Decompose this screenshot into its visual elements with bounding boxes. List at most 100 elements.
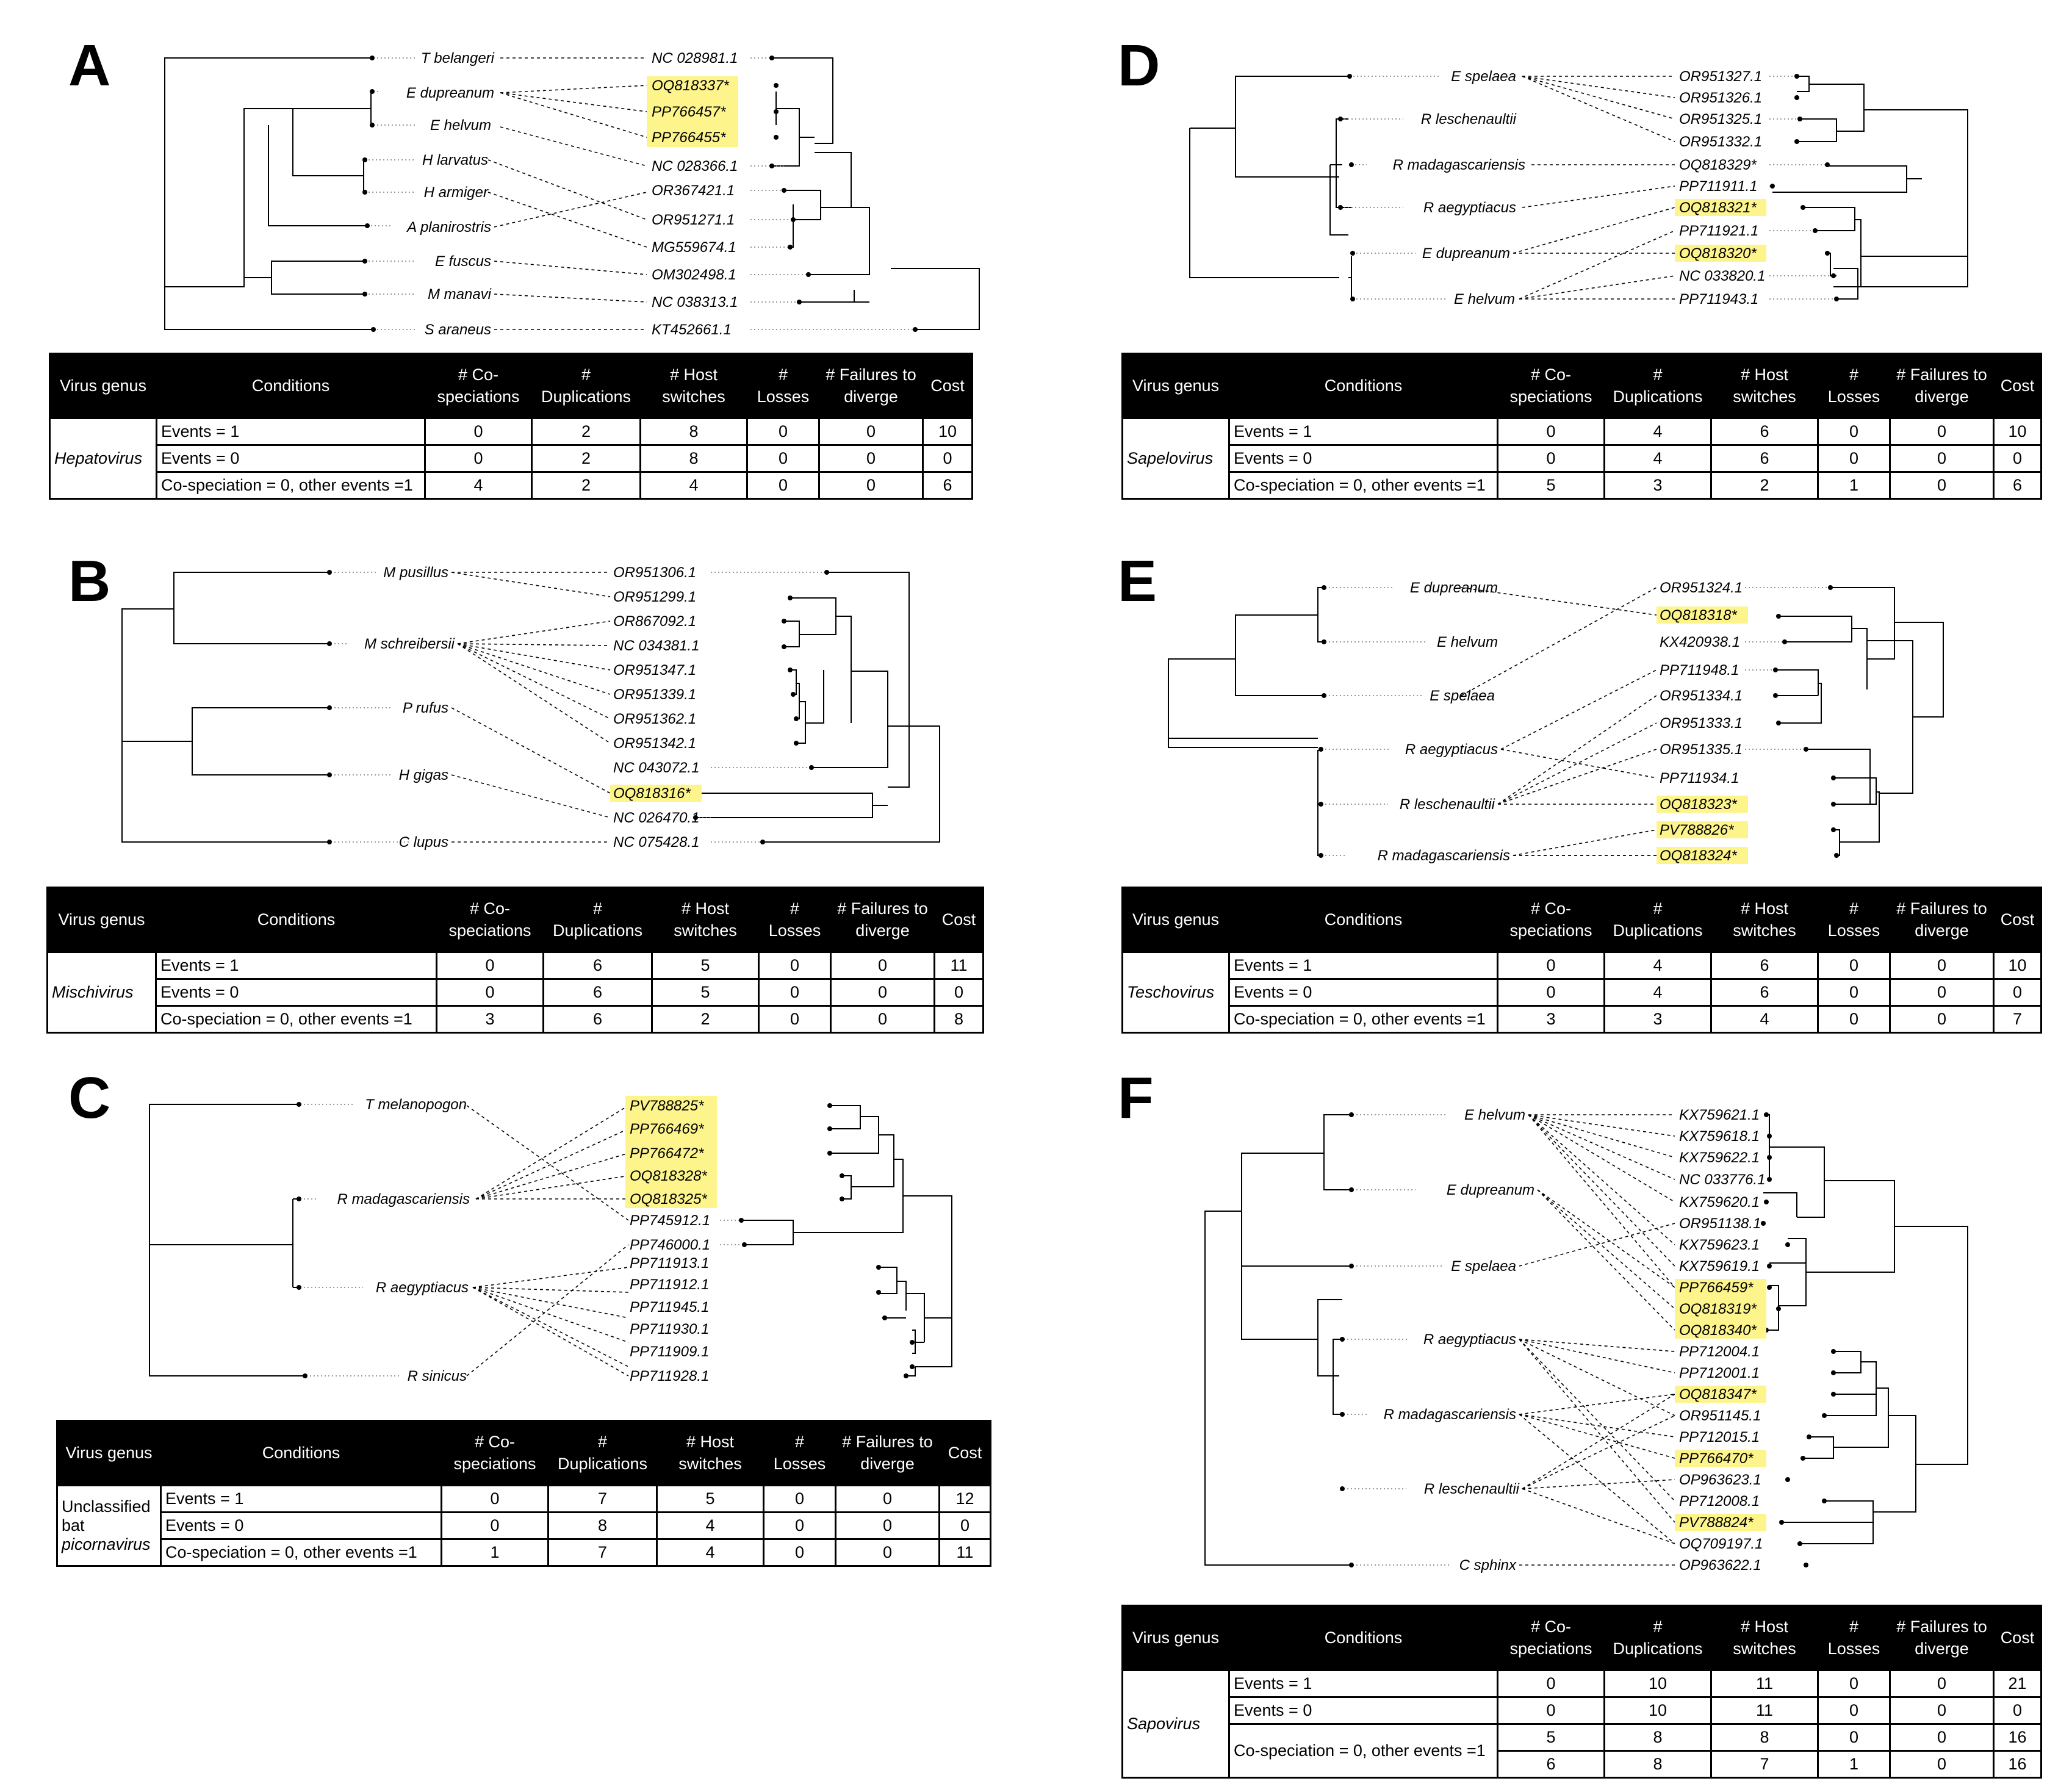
col-header: # Host switches — [651, 887, 760, 953]
virus-label: PP712008.1 — [1679, 1493, 1760, 1510]
host-label: E dupreanum — [1422, 245, 1510, 262]
cell: 3 — [1497, 1005, 1605, 1034]
virus-label: KX759620.1 — [1679, 1194, 1760, 1211]
cell: 0 — [1817, 978, 1891, 1007]
cell: 4 — [656, 1511, 764, 1540]
virus-genus: Sapelovirus — [1121, 417, 1230, 500]
col-header: # Failures to diverge — [818, 353, 924, 419]
cell: 11 — [1710, 1696, 1819, 1725]
col-header: Conditions — [1228, 887, 1498, 953]
reconciliation-table-a: Virus genus Conditions # Co-speciations … — [49, 353, 973, 500]
col-header: # Co-speciations — [1497, 1605, 1605, 1671]
cell: 0 — [835, 1538, 940, 1567]
cell: 2 — [531, 417, 641, 446]
host-label: E spelaea — [1451, 1258, 1516, 1275]
virus-genus: Hepatovirus — [49, 417, 157, 500]
col-header: # Host switches — [656, 1420, 764, 1486]
cell: 0 — [938, 1511, 991, 1540]
host-label: E spelaea — [1430, 688, 1495, 704]
host-label: C lupus — [399, 834, 448, 851]
cell: 2 — [531, 444, 641, 473]
virus-label: OR951306.1 — [613, 564, 696, 581]
reconciliation-table-d: Virus genus Conditions # Co-speciations … — [1121, 353, 2042, 500]
cell: 0 — [1497, 1696, 1605, 1725]
table-header-row: Virus genus Conditions # Co-speciations … — [1121, 887, 2042, 953]
condition: Co-speciation = 0, other events =1 — [156, 471, 426, 500]
cell: 7 — [1993, 1005, 2042, 1034]
virus-label: PP745912.1 — [630, 1212, 710, 1229]
col-header: # Host switches — [1710, 353, 1819, 419]
table-row: Sapovirus Events = 1 0 10 11 0 0 21 — [1121, 1669, 2042, 1779]
cell: 0 — [758, 1005, 832, 1034]
condition: Events = 0 — [1228, 1696, 1498, 1725]
host-label: E dupreanum — [406, 85, 494, 101]
cell: 10 — [1993, 417, 2042, 446]
cell: 1 — [441, 1538, 549, 1567]
table-header-row: Virus genus Conditions # Co-speciations … — [1121, 1605, 2042, 1671]
host-label: M schreibersii — [364, 636, 455, 652]
panel-letter-e: E — [1118, 549, 1157, 614]
reconciliation-table-b: Virus genus Conditions # Co-speciations … — [46, 887, 984, 1034]
table-row: 6 8 7 1 0 16 — [1123, 1750, 2042, 1779]
col-header: # Host switches — [1710, 1605, 1819, 1671]
condition: Events = 0 — [160, 1511, 442, 1540]
col-header: # Duplications — [542, 887, 653, 953]
cell: 0 — [1993, 444, 2042, 473]
cell: 5 — [1497, 1723, 1605, 1752]
host-label: E dupreanum — [1410, 580, 1498, 596]
cell: 8 — [1603, 1750, 1712, 1779]
cell: 8 — [1603, 1723, 1712, 1752]
cell: 0 — [818, 444, 924, 473]
virus-label: NC 026470.1 — [613, 810, 699, 826]
virus-label: OR951138.1 — [1679, 1215, 1761, 1232]
cell: 0 — [835, 1484, 940, 1513]
virus-label: OQ818320* — [1679, 245, 1757, 262]
col-header: Cost — [1993, 1605, 2042, 1671]
cell: 6 — [1710, 417, 1819, 446]
virus-label: PP712015.1 — [1679, 1429, 1760, 1445]
cell: 4 — [656, 1538, 764, 1567]
col-header: # Co-speciations — [1497, 887, 1605, 953]
cell: 7 — [1710, 1750, 1819, 1779]
cell: 2 — [1710, 471, 1819, 500]
host-label: R madagascariensis — [1393, 157, 1525, 173]
cell: 6 — [1497, 1750, 1605, 1779]
col-header: Virus genus — [49, 353, 157, 419]
virus-label: OR951347.1 — [613, 662, 696, 678]
cell: 0 — [933, 978, 984, 1007]
col-header: # Failures to diverge — [1889, 1605, 1995, 1671]
col-header: Cost — [1993, 353, 2042, 419]
virus-label: OR951326.1 — [1679, 90, 1762, 106]
panel-letter-b: B — [68, 549, 111, 614]
col-header: Cost — [938, 1420, 991, 1486]
host-label: M manavi — [428, 286, 492, 303]
table-row: Unclassified bat picornavirus Events = 1… — [56, 1484, 991, 1567]
virus-label: OQ818318* — [1660, 607, 1737, 624]
virus-label: NC 075428.1 — [613, 834, 699, 851]
col-header: # Host switches — [1710, 887, 1819, 953]
virus-label: NC 028366.1 — [652, 158, 738, 175]
reconciliation-table-f: Virus genus Conditions # Co-speciations … — [1121, 1605, 2042, 1779]
cell: 0 — [1889, 1005, 1995, 1034]
virus-label: PP711928.1 — [630, 1368, 709, 1384]
condition: Events = 1 — [1228, 951, 1498, 980]
cell: 0 — [763, 1511, 836, 1540]
col-header: # Failures to diverge — [1889, 353, 1995, 419]
cell: 5 — [1497, 471, 1605, 500]
col-header: Conditions — [1228, 1605, 1498, 1671]
cell: 0 — [1817, 951, 1891, 980]
table-row: Teschovirus Events = 1 0 4 6 0 0 10 — [1121, 951, 2042, 1034]
cell: 16 — [1993, 1750, 2042, 1779]
virus-label: NC 033776.1 — [1679, 1171, 1765, 1188]
col-header: Cost — [1993, 887, 2042, 953]
host-label: R madagascariensis — [1384, 1406, 1516, 1423]
col-header: # Losses — [763, 1420, 836, 1486]
cell: 0 — [1497, 417, 1605, 446]
cell: 0 — [830, 951, 935, 980]
table-row: Mischivirus Events = 1 0 6 5 0 0 11 — [46, 951, 984, 1034]
table-header-row: Virus genus Conditions # Co-speciations … — [49, 353, 973, 419]
col-header: # Duplications — [1603, 1605, 1712, 1671]
col-header: # Duplications — [547, 1420, 658, 1486]
cell: 6 — [542, 978, 653, 1007]
